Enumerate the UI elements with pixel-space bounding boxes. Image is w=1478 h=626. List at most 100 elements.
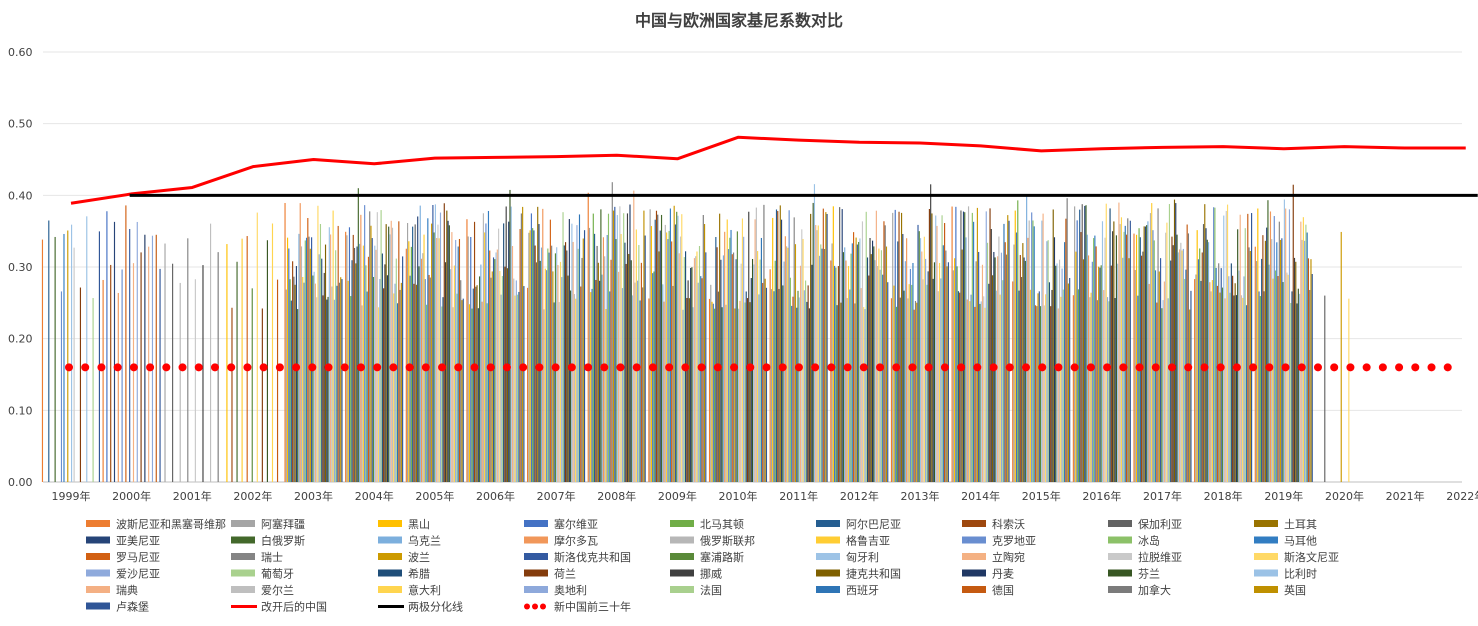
bar xyxy=(1263,291,1265,482)
bar xyxy=(671,241,673,482)
x-tick-label: 2004年 xyxy=(355,489,394,503)
legend-label: 两极分化线 xyxy=(408,600,463,614)
legend-label: 爱沙尼亚 xyxy=(116,568,160,581)
legend-label: 斯洛伐克共和国 xyxy=(554,550,631,564)
dot-point xyxy=(519,363,528,372)
bar xyxy=(429,277,431,482)
x-tick-label: 2014年 xyxy=(961,489,1000,503)
bar xyxy=(365,265,367,482)
bar xyxy=(408,241,410,482)
bar xyxy=(677,215,679,482)
bar xyxy=(1233,295,1235,482)
bar xyxy=(612,210,615,482)
bar xyxy=(971,212,973,482)
x-tick-label: 2017年 xyxy=(1143,489,1182,503)
dot-point xyxy=(924,363,933,372)
bar xyxy=(807,285,809,482)
bar xyxy=(484,232,486,482)
dot-point xyxy=(762,363,771,372)
bar xyxy=(335,250,337,482)
bar xyxy=(1243,276,1245,482)
bar xyxy=(300,246,303,482)
bar xyxy=(1003,223,1005,482)
legend-item: 新中国前三十年 xyxy=(524,600,631,614)
bar xyxy=(420,258,423,482)
bar xyxy=(400,282,402,482)
bar xyxy=(596,245,598,482)
bar xyxy=(1211,280,1213,482)
bar xyxy=(985,211,987,482)
bar xyxy=(864,309,866,482)
bar xyxy=(1171,236,1173,482)
bar xyxy=(883,221,885,483)
bar xyxy=(719,213,721,482)
dot-point xyxy=(421,363,430,372)
bar xyxy=(813,184,816,482)
bar xyxy=(448,225,450,483)
dot-point xyxy=(1184,363,1193,372)
dot-point xyxy=(1151,363,1160,372)
legend-swatch xyxy=(1254,553,1278,560)
bar xyxy=(1117,263,1119,482)
bar xyxy=(760,237,762,482)
bar xyxy=(140,252,142,482)
bar xyxy=(853,232,855,482)
legend-label: 土耳其 xyxy=(1284,518,1317,531)
dot-point xyxy=(616,363,625,372)
bar xyxy=(871,240,874,482)
x-tick-label: 2009年 xyxy=(658,489,697,503)
bar xyxy=(927,271,929,482)
bar xyxy=(794,244,797,482)
bar xyxy=(1101,221,1104,482)
bar xyxy=(900,212,903,482)
legend-swatch xyxy=(816,586,840,593)
bar xyxy=(359,243,361,482)
bar xyxy=(316,297,318,482)
bar xyxy=(890,298,893,482)
bar xyxy=(668,230,670,482)
bar xyxy=(1305,224,1307,482)
bar xyxy=(1139,237,1141,482)
bar xyxy=(41,239,44,482)
legend-swatch xyxy=(962,569,986,577)
dot-point xyxy=(324,363,333,372)
bar xyxy=(1086,234,1088,482)
bar xyxy=(792,296,794,482)
bar xyxy=(938,262,941,482)
bar xyxy=(686,297,688,482)
bar xyxy=(443,203,445,482)
bar xyxy=(570,290,572,482)
bar xyxy=(1324,295,1326,482)
bar xyxy=(1194,279,1196,482)
bar xyxy=(1119,224,1121,482)
bar xyxy=(967,206,970,482)
bar xyxy=(125,205,127,482)
bar xyxy=(805,280,807,482)
bar xyxy=(427,218,429,482)
bar xyxy=(298,233,300,482)
x-tick-label: 2012年 xyxy=(840,489,879,503)
bar xyxy=(1046,241,1048,482)
legend-swatch xyxy=(962,536,986,544)
bar xyxy=(855,237,857,482)
bar xyxy=(727,249,730,482)
bar xyxy=(877,265,879,482)
bar xyxy=(663,301,665,482)
bar xyxy=(912,262,914,482)
legend-swatch xyxy=(1108,553,1132,560)
legend-swatch xyxy=(378,553,402,560)
bar xyxy=(918,231,920,482)
bar xyxy=(1296,303,1298,482)
legend-label: 爱尔兰 xyxy=(261,584,294,597)
bar xyxy=(1064,242,1066,482)
bar xyxy=(113,221,116,482)
bar xyxy=(336,285,338,482)
bar xyxy=(1157,208,1159,482)
bar xyxy=(1055,265,1057,482)
bar xyxy=(92,298,94,482)
legend-swatch xyxy=(532,603,538,610)
x-tick-label: 2008年 xyxy=(597,489,636,503)
bar xyxy=(1281,238,1283,482)
dot-point xyxy=(178,363,187,372)
bar xyxy=(936,225,938,482)
